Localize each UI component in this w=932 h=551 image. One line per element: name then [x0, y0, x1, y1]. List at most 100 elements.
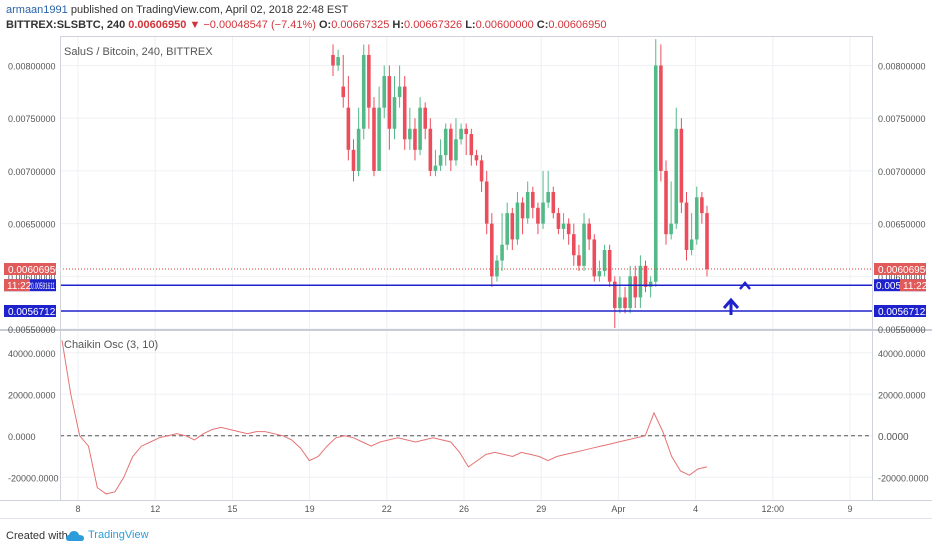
time-tick: 22 [382, 504, 392, 514]
price-tick-left: 0.00750000 [8, 114, 56, 124]
candle [546, 170, 550, 208]
candle [700, 192, 704, 224]
candle-body [490, 223, 494, 277]
candle [618, 276, 622, 314]
candle [397, 65, 402, 108]
chart-header: armaan1991 published on TradingView.com,… [0, 0, 932, 36]
tradingview-brand-link[interactable]: TradingView [88, 529, 149, 541]
time-axis[interactable]: 8 12 15 19 22 26 29 Apr 4 12:00 9 [75, 504, 852, 514]
candle-body [602, 249, 607, 272]
candle-body [464, 128, 468, 135]
candle [408, 107, 412, 150]
candle [341, 54, 346, 108]
publish-line: armaan1991 published on TradingView.com,… [6, 4, 348, 16]
level1-value-right: 0.0059 [876, 281, 907, 292]
candle-body [664, 170, 668, 235]
candle [597, 260, 602, 282]
oscillator-tick-left: 20000.0000 [8, 390, 56, 400]
candle [454, 118, 458, 166]
candle [653, 39, 658, 287]
candle [623, 286, 627, 314]
oscillator-axis[interactable]: 40000.0000 20000.0000 0.0000 -20000.0000 400… [8, 349, 929, 484]
oscillator-line [61, 340, 708, 495]
candle [694, 186, 699, 245]
price-levels[interactable] [60, 268, 872, 312]
price-axis[interactable]: 0.00800000 0.00800000 0.00750000 0.00750000… [8, 62, 926, 336]
created-with-text: Created with [6, 530, 68, 542]
candle-body [505, 213, 509, 245]
price-tick-right: 0.00800000 [878, 62, 926, 72]
price-tick-left: 0.00600000 [8, 272, 56, 282]
candle [438, 139, 443, 171]
candle [515, 192, 520, 245]
candle-body [684, 202, 689, 250]
candle [556, 207, 561, 235]
candle-body [679, 128, 684, 203]
price-tags: 0.00606950 0.00606950 11:22 0.00591611 0… [4, 263, 931, 443]
candle-body [689, 239, 694, 250]
author-link[interactable]: armaan1991 [6, 4, 68, 16]
candle-body [367, 54, 371, 108]
candle-body [474, 155, 479, 161]
candle-body [459, 128, 463, 140]
candle-body [397, 86, 402, 98]
candle [377, 86, 381, 171]
candle-body [408, 128, 412, 140]
arrow-up-bold-icon[interactable] [722, 297, 740, 315]
candle [582, 213, 586, 272]
current-price-right: 0.00606950 [878, 265, 931, 276]
candle [428, 118, 433, 177]
candle [510, 207, 515, 250]
candle [449, 123, 453, 171]
candle [500, 213, 504, 272]
candle-body [536, 207, 540, 224]
candle-body [418, 107, 422, 150]
candle-body [607, 249, 612, 282]
candle-body [577, 255, 581, 266]
candle [479, 155, 484, 193]
pane-separator[interactable] [0, 329, 932, 331]
footer: Created with TradingView [0, 518, 932, 551]
candle-body [479, 160, 484, 182]
last-price: 0.00606950 [128, 19, 187, 31]
candle [592, 234, 597, 282]
chart-canvas[interactable]: 0.00800000 0.00800000 0.00750000 0.00750000… [0, 36, 932, 518]
candle-body [566, 223, 571, 235]
candle-body [392, 97, 397, 129]
candle [566, 218, 571, 245]
candle [628, 265, 632, 314]
candle-body [612, 281, 617, 308]
candle [464, 123, 468, 156]
candle [402, 76, 407, 150]
current-price-tag-right [874, 263, 926, 276]
tradingview-cloud-icon[interactable] [66, 530, 84, 542]
annotation-arrows[interactable] [722, 281, 751, 315]
candle-body [423, 107, 428, 129]
candle-body [638, 265, 643, 298]
candle-body [643, 265, 648, 287]
candle [413, 118, 417, 161]
candle [669, 181, 673, 240]
candle [372, 97, 376, 177]
candle-body [669, 223, 673, 235]
candle [674, 107, 679, 229]
price-tick-left: 0.00650000 [8, 220, 56, 230]
candle [643, 260, 648, 293]
candle [536, 202, 540, 235]
candle [633, 265, 638, 308]
candle-body [402, 86, 407, 140]
oscillator-zero-right: 0.0000 [878, 432, 909, 443]
candle [336, 49, 340, 71]
oscillator-tick-left: 40000.0000 [8, 349, 56, 359]
pane-top-border [60, 36, 872, 37]
candle [484, 170, 489, 235]
level2-tag-right [874, 305, 926, 318]
arrow-up-icon[interactable] [739, 281, 751, 290]
candle [648, 276, 653, 298]
time-tick: 29 [536, 504, 546, 514]
candle-body [525, 192, 530, 219]
candle-body [341, 86, 346, 98]
candle-body [449, 128, 453, 161]
candle-body [618, 297, 622, 308]
candle-body [531, 192, 535, 208]
